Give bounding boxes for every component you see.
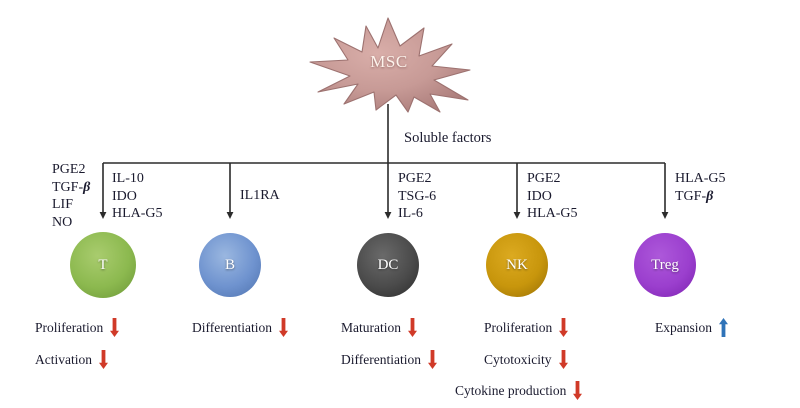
msc-cell: MSC [294, 12, 484, 112]
cell-label: NK [506, 256, 528, 273]
cell-body-t [70, 232, 136, 298]
connector-arrowheads [99, 212, 669, 219]
arrow-down-icon [110, 318, 120, 337]
cell-body-nk [486, 233, 548, 297]
factor-item: NO [52, 214, 73, 230]
factor-item: PGE2 [527, 171, 561, 186]
effect-treg-expansion: Expansion [655, 318, 728, 337]
factor-item: HLA-G5 [675, 171, 726, 186]
effect-label: Differentiation [341, 351, 421, 367]
soluble-factors-label: Soluble factors [404, 130, 492, 146]
factor-item: TGF-β [675, 188, 726, 206]
arrow-down-icon [427, 350, 437, 369]
effect-nk-cytotoxicity: Cytotoxicity [484, 350, 568, 369]
factors-left-t: PGE2 TGF-β LIF NO [52, 161, 90, 231]
factor-item: IDO [112, 188, 137, 204]
effect-dc-differentiation: Differentiation [341, 350, 437, 369]
msc-label: MSC [370, 52, 408, 71]
factor-item: PGE2 [398, 171, 432, 186]
factors-right-b: IL1RA [240, 187, 280, 205]
factor-item: IL1RA [240, 188, 280, 203]
factor-item: IL-6 [398, 206, 423, 221]
arrow-down-icon [573, 381, 583, 400]
effect-dc-maturation: Maturation [341, 318, 417, 337]
cell-body-dc [357, 233, 419, 297]
factor-item: TGF-β [52, 179, 90, 197]
cell-label: DC [377, 256, 399, 273]
effect-label: Cytotoxicity [484, 351, 552, 367]
effect-label: Differentiation [192, 319, 272, 335]
factor-item: IDO [527, 188, 552, 204]
factors-right-dc: PGE2 TSG-6 IL-6 [398, 170, 436, 223]
effect-label: Activation [35, 351, 92, 367]
cell-b[interactable]: B [199, 234, 261, 296]
effect-label: Cytokine production [455, 382, 567, 398]
msc-cell-shape [309, 17, 471, 113]
factor-item: HLA-G5 [527, 206, 578, 221]
factor-item: HLA-G5 [112, 206, 163, 221]
factors-right-nk: PGE2 IDO HLA-G5 [527, 170, 578, 223]
cell-body-treg [634, 233, 696, 297]
effect-nk-cytokine-production: Cytokine production [455, 381, 583, 400]
effect-label: Maturation [341, 319, 401, 335]
effect-t-activation: Activation [35, 350, 108, 369]
cell-label: Treg [651, 256, 679, 273]
effect-b-differentiation: Differentiation [192, 318, 288, 337]
effect-nk-proliferation: Proliferation [484, 318, 569, 337]
factor-item: PGE2 [52, 162, 86, 177]
effect-label: Proliferation [35, 319, 104, 335]
cell-label: T [98, 256, 108, 273]
factors-right-treg: HLA-G5 TGF-β [675, 170, 726, 205]
cell-label: B [224, 256, 235, 273]
connector-lines [102, 104, 666, 213]
factor-item: IL-10 [112, 171, 144, 186]
arrow-down-icon [99, 350, 108, 369]
effect-label: Expansion [655, 319, 712, 335]
cell-nk[interactable]: NK [486, 234, 548, 296]
factor-item: TSG-6 [398, 188, 437, 204]
arrow-down-icon [558, 350, 568, 369]
arrow-down-icon [408, 318, 417, 337]
arrow-down-icon [278, 318, 288, 337]
effect-label: Proliferation [484, 319, 553, 335]
cell-body-b [199, 233, 261, 297]
arrow-up-icon [719, 318, 728, 337]
cell-t[interactable]: T [72, 234, 134, 296]
effect-t-proliferation: Proliferation [35, 318, 120, 337]
arrow-down-icon [559, 318, 569, 337]
factor-item: LIF [52, 197, 73, 212]
cell-treg[interactable]: Treg [634, 234, 696, 296]
cell-dc[interactable]: DC [357, 234, 419, 296]
factor-text: TGF-β [675, 188, 714, 204]
factors-right-t: IL-10 IDO HLA-G5 [112, 170, 163, 223]
factor-text: TGF-β [52, 179, 91, 195]
